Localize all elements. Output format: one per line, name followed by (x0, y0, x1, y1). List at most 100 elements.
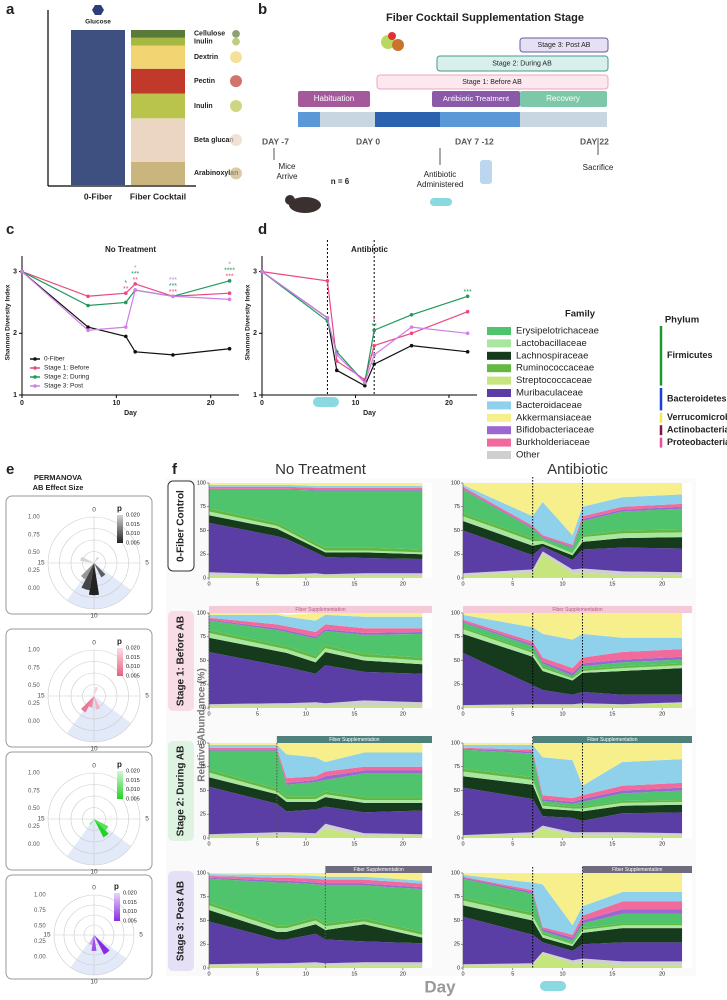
y-tick-label: 50 (200, 528, 206, 534)
stage-label: Stage 2: During AB (492, 60, 552, 67)
line (21, 271, 230, 331)
plant-icon (230, 167, 242, 180)
abundance-area (209, 515, 423, 559)
colorbar-tick-label: 0.010 (123, 909, 137, 915)
angle-tick-label: 5 (145, 560, 149, 567)
timeline-segment (298, 112, 320, 127)
abundance-area (209, 700, 423, 707)
day-label: DAY 22 (580, 136, 609, 146)
y-tick-label: 100 (197, 740, 206, 746)
y-tick-label: 3 (253, 268, 257, 275)
point (20, 269, 24, 274)
abundance-area (463, 516, 683, 556)
point (123, 300, 128, 305)
y-tick-label: 50 (200, 918, 206, 924)
x-tick-label: 20 (659, 841, 665, 847)
abundance-area (209, 744, 423, 779)
r-tick-label: 0.75 (28, 788, 40, 794)
x-tick-label: 10 (560, 971, 566, 977)
r-tick-label: 0.25 (28, 568, 40, 574)
angle-tick-label: 0 (92, 763, 96, 770)
y-tick-label: 100 (197, 610, 206, 616)
colorbar-tick-label: 0.010 (126, 787, 140, 793)
abundance-area (463, 825, 683, 837)
significance: ** (371, 323, 377, 330)
point (86, 328, 90, 333)
phase-label: Habituation (314, 94, 354, 103)
legend-swatch (487, 401, 511, 410)
supplement-label: Fiber Supplementation (329, 737, 380, 743)
x-tick-label: 20 (207, 400, 215, 407)
y-tick-label: 2 (253, 330, 257, 337)
bar-segment (131, 45, 185, 69)
y-tick-label: 75 (454, 894, 460, 900)
y-tick-label: 25 (454, 682, 460, 688)
abundance-area (209, 619, 423, 639)
colorbar-tick-label: 0.005 (126, 673, 140, 679)
timeline-segment (440, 112, 520, 127)
x-tick-label: 15 (351, 841, 357, 847)
r-tick-label: 0.25 (28, 701, 40, 707)
hexagon-icon (92, 5, 104, 15)
colorbar-tick-label: 0.005 (126, 796, 140, 802)
abundance-area (463, 484, 683, 545)
x-tick-label: 15 (609, 711, 615, 717)
x-tick-label: 10 (303, 711, 309, 717)
abundance-area (463, 873, 683, 926)
phase-box (520, 91, 607, 107)
row-label: Stage 3: Post AB (176, 881, 187, 961)
legend-label: Bifidobacteriaceae (516, 425, 594, 436)
r-tick-label: 0.00 (34, 955, 46, 961)
phylum-label: Bacteroidetes (667, 394, 727, 404)
point (465, 350, 470, 354)
colorbar-tick-label: 0.020 (126, 512, 140, 518)
y-tick-label: 100 (451, 610, 460, 616)
y-tick-label: 25 (454, 942, 460, 948)
legend-label: Other (516, 450, 540, 461)
point (123, 334, 128, 339)
y-tick-label: 100 (197, 480, 206, 486)
plant-icon (232, 37, 240, 46)
shaded-period (66, 696, 132, 742)
supplement-banner (209, 606, 432, 613)
abundance-area (209, 772, 423, 803)
panel-label: a (6, 1, 15, 18)
abundance-area (209, 614, 423, 632)
abundance-area (463, 771, 683, 812)
y-tick-label: 50 (454, 528, 460, 534)
legend-swatch (33, 366, 37, 370)
abundance-area (209, 875, 423, 888)
point (372, 353, 376, 357)
pill-icon (540, 981, 566, 991)
x-tick-label: 5 (511, 581, 514, 587)
y-tick-label: 0 (203, 835, 206, 841)
x-tick-label: 20 (400, 581, 406, 587)
point (133, 288, 138, 292)
y-tick-label: 25 (200, 682, 206, 688)
x-tick-label: 0 (260, 400, 264, 407)
line (261, 271, 468, 384)
plant-icon (232, 30, 240, 38)
polar-frame (5, 495, 153, 615)
r-tick-label: 0.50 (34, 924, 46, 930)
point (86, 303, 90, 308)
colorbar-title: p (117, 637, 122, 646)
pill-icon (430, 198, 452, 206)
y-tick-label: 1 (253, 392, 257, 399)
y-tick-label: 0 (457, 965, 460, 971)
x-tick-label: 15 (609, 971, 615, 977)
legend-label: 0-Fiber (44, 356, 65, 363)
point (86, 325, 90, 329)
line (261, 271, 468, 384)
y-tick-label: 25 (200, 812, 206, 818)
angle-tick-label: 10 (90, 746, 98, 753)
y-tick-label: 50 (200, 788, 206, 794)
angle-tick-label: 5 (139, 932, 143, 939)
point (334, 353, 339, 357)
effect-wedge (94, 819, 109, 838)
event-label: Mice (279, 162, 296, 171)
line (21, 271, 230, 356)
event-label: Arrive (277, 172, 298, 181)
panel-label: c (6, 221, 14, 238)
colorbar (117, 771, 123, 799)
